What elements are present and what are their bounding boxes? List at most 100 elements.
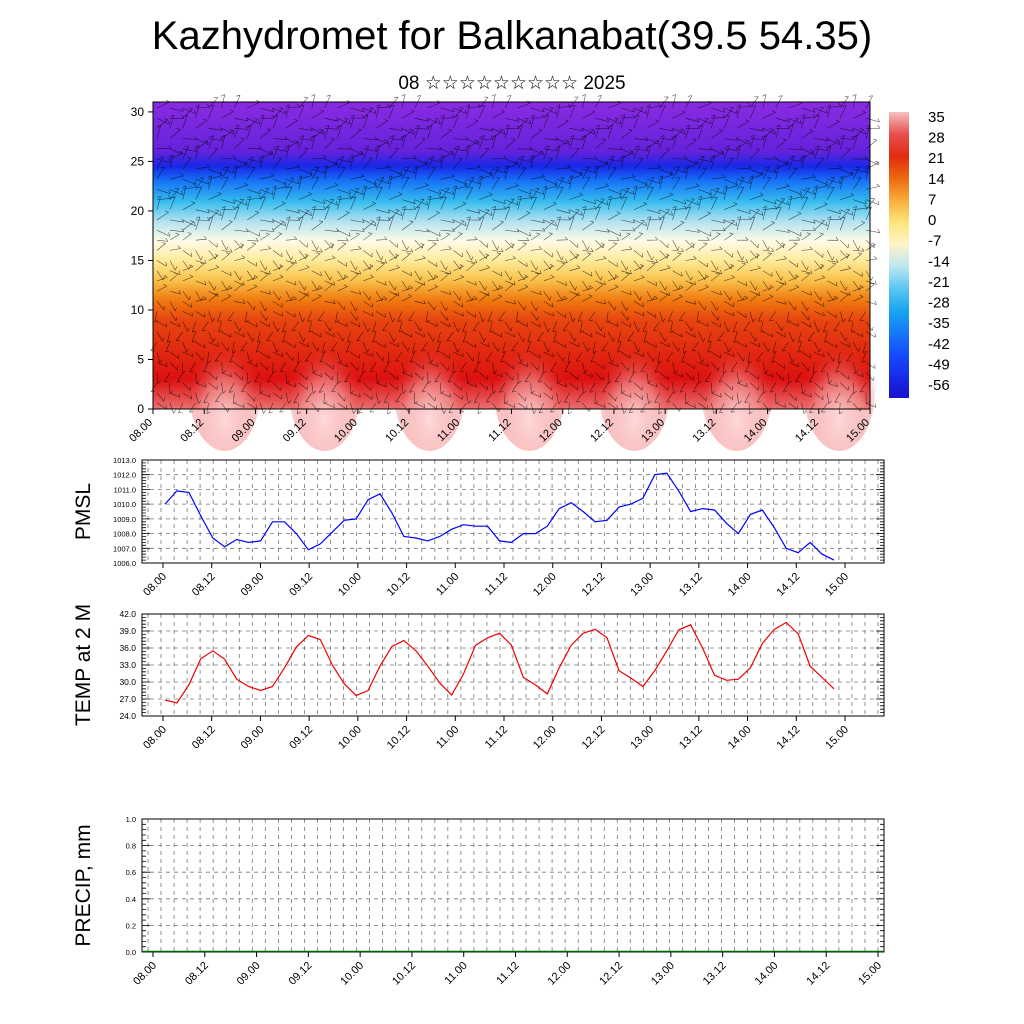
x-tick-label: 10.12 (385, 724, 413, 752)
temp-panel: 24.0 27.0 30.0 33.0 36.0 39.0 42.0 TEMP at 2 M 0… (72, 604, 885, 752)
colorbar-label: -49 (928, 356, 950, 373)
page-title: Kazhydromet for Balkanabat(39.5 54.35) (151, 14, 873, 58)
x-tick-label: 13.00 (649, 960, 677, 988)
x-tick-label: 08.12 (183, 960, 211, 988)
y-tick-label: 33.0 (119, 660, 136, 670)
y-tick-label: 0.6 (126, 868, 136, 877)
x-tick-label: 13.12 (701, 960, 729, 988)
y-tick-label: 15 (131, 253, 145, 267)
y-axis-title: PRECIP, mm (72, 824, 95, 946)
y-tick-label: 10 (131, 303, 145, 317)
colorbar-label: 7 (928, 191, 936, 208)
x-tick-label: 11.00 (434, 724, 461, 751)
x-tick-label: 10.00 (338, 960, 366, 988)
x-tick-label: 14.00 (726, 724, 754, 752)
x-tick-label: 14.00 (753, 960, 781, 988)
x-tick-label: 10.00 (336, 724, 364, 752)
x-tick-label: 09.12 (287, 571, 315, 599)
x-tick-label: 11.12 (494, 960, 521, 987)
x-tick-label: 08.12 (190, 571, 218, 599)
y-tick-label: 42.0 (119, 609, 136, 619)
y-tick-label: 0 (137, 402, 144, 416)
y-axis-title: PMSL (72, 483, 95, 540)
y-tick-label: 25 (131, 154, 145, 168)
y-tick-label: 1011.0 (114, 485, 136, 494)
colorbar-gradient (889, 112, 909, 398)
x-tick-label: 09.00 (239, 571, 267, 599)
y-tick-label: 1008.0 (113, 530, 136, 539)
pmsl-series-line (164, 472, 835, 561)
warm-lobe (598, 327, 671, 451)
grid-lines (142, 613, 884, 717)
diurnal-warm-lobes (188, 327, 876, 451)
colorbar: 35 28 21 14 7 0 -7 -14 -21 -28 -35 -42 -49 -56 (889, 109, 950, 398)
colorbar-label: 14 (928, 171, 945, 188)
x-tick-label: 11.00 (442, 960, 469, 987)
x-tick-label: 15.00 (823, 571, 851, 599)
y-tick-label: 1010.0 (113, 500, 136, 509)
y-tick-label: 1012.0 (113, 471, 136, 480)
temp-series-line (164, 621, 835, 704)
x-tick-label: 13.00 (628, 571, 656, 599)
y-tick-label: 1013.0 (113, 456, 136, 465)
page-subtitle: 08 ☆☆☆☆☆☆☆☆☆ 2025 (398, 73, 626, 94)
x-tick-label: 14.12 (774, 571, 802, 599)
panel-frame (141, 459, 885, 564)
x-tick-label: 15.00 (856, 960, 884, 988)
x-tick-label: 12.12 (597, 960, 625, 988)
x-tick-label: 12.12 (580, 571, 608, 599)
warm-lobe (700, 327, 773, 451)
y-tick-label: 1009.0 (113, 515, 136, 524)
y-tick-label: 1007.0 (113, 544, 136, 553)
y-tick-label: 0.0 (126, 948, 136, 957)
x-tick-label: 13.12 (677, 571, 705, 599)
colorbar-label: -35 (928, 315, 950, 332)
x-tick-label: 09.12 (287, 960, 315, 988)
x-tick-label: 14.00 (726, 571, 754, 599)
warm-lobe (393, 327, 466, 451)
wind-barbs (150, 94, 881, 415)
x-tick-label: 14.12 (774, 724, 802, 752)
x-tick-label: 12.00 (545, 960, 573, 988)
precip-panel: 0.0 0.2 0.4 0.6 0.8 1.0 PRECIP, mm 08.00 08.12 09… (72, 815, 885, 988)
x-tick-label: 09.12 (287, 724, 315, 752)
colorbar-label: -7 (928, 233, 941, 250)
warm-lobe (803, 327, 876, 451)
x-tick-label: 11.12 (483, 571, 510, 598)
y-axis-title: TEMP at 2 M (72, 604, 95, 726)
x-tick-label: 15.00 (823, 724, 851, 752)
colorbar-label: -56 (928, 377, 950, 394)
x-tick-label: 09.00 (235, 960, 263, 988)
colorbar-label: -42 (928, 336, 950, 353)
colorbar-label: 28 (928, 130, 945, 147)
warm-lobe (288, 327, 361, 451)
x-tick-label: 08.00 (141, 724, 169, 752)
x-tick-label: 12.00 (531, 571, 559, 599)
x-tick-label: 09.00 (239, 724, 267, 752)
x-tick-label: 13.00 (628, 724, 656, 752)
x-tick-label: 08.00 (127, 417, 155, 445)
y-tick-label: 24.0 (119, 711, 136, 721)
y-tick-label: 36.0 (119, 643, 136, 653)
y-tick-label: 5 (137, 352, 144, 366)
colorbar-labels: 35 28 21 14 7 0 -7 -14 -21 -28 -35 -42 -49 -56 (928, 109, 950, 394)
y-tick-label: 0.8 (126, 842, 136, 851)
grid-lines (142, 459, 884, 564)
x-tick-label: 08.12 (190, 724, 218, 752)
y-tick-label: 1.0 (126, 815, 136, 824)
x-tick-label: 10.00 (336, 571, 364, 599)
y-tick-label: 39.0 (119, 626, 136, 636)
x-tick-label: 14.12 (804, 960, 832, 988)
y-tick-label: 0.4 (126, 895, 136, 904)
x-tick-label: 10.12 (385, 571, 413, 599)
x-tick-label: 08.00 (131, 960, 159, 988)
wind-barb-field (150, 94, 881, 415)
y-tick-label: 1006.0 (113, 559, 136, 568)
cross-section-y-axis: 0 5 10 15 20 25 30 (131, 105, 153, 416)
y-tick-label: 30.0 (119, 677, 136, 687)
panel-frame (141, 613, 885, 717)
y-tick-label: 30 (131, 105, 145, 119)
x-tick-label: 08.00 (141, 571, 169, 599)
colorbar-label: 0 (928, 212, 936, 229)
